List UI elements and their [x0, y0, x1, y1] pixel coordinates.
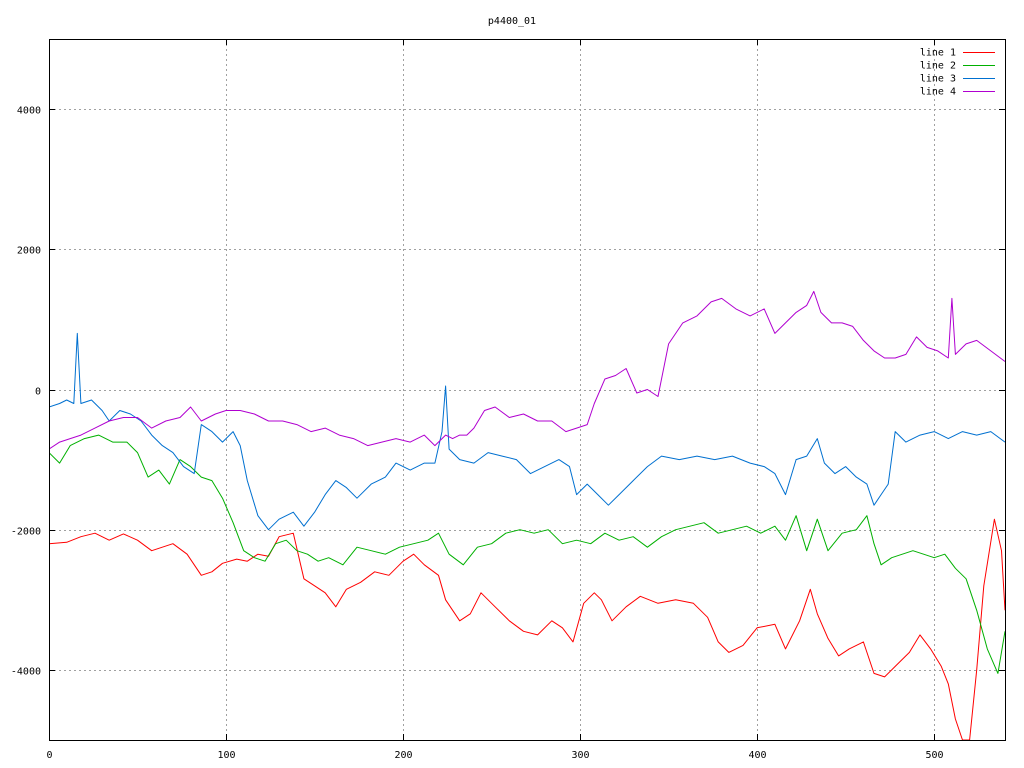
y-tick-label: -2000: [11, 527, 41, 538]
series-line-3: [49, 332, 1005, 531]
y-tick-label: 0: [35, 387, 41, 398]
plot-frame: [49, 39, 1006, 741]
series-line-4: [49, 290, 1005, 450]
x-tick-label: 100: [217, 750, 235, 761]
axis-ticks: 0 100 200 300 400 500 -4000 -2000 0 2000 4000: [11, 39, 1005, 761]
y-tick-label: 4000: [17, 106, 41, 117]
legend: line 1 line 2 line 3 line 4: [920, 48, 995, 98]
legend-label: line 2: [920, 61, 956, 72]
chart-title: p4400_01: [488, 16, 536, 27]
y-tick-label: -4000: [11, 667, 41, 678]
x-tick-label: 0: [46, 750, 52, 761]
y-tick-label: 2000: [17, 246, 41, 257]
x-tick-label: 200: [394, 750, 412, 761]
legend-label: line 3: [920, 74, 956, 85]
series-lines: [49, 290, 1005, 740]
legend-label: line 1: [920, 48, 956, 59]
x-tick-label: 500: [925, 750, 943, 761]
x-tick-label: 400: [748, 750, 766, 761]
x-tick-label: 300: [571, 750, 589, 761]
series-line-1: [49, 518, 1005, 740]
grid: [49, 39, 1005, 740]
series-line-2: [49, 434, 1005, 674]
legend-label: line 4: [920, 87, 956, 98]
